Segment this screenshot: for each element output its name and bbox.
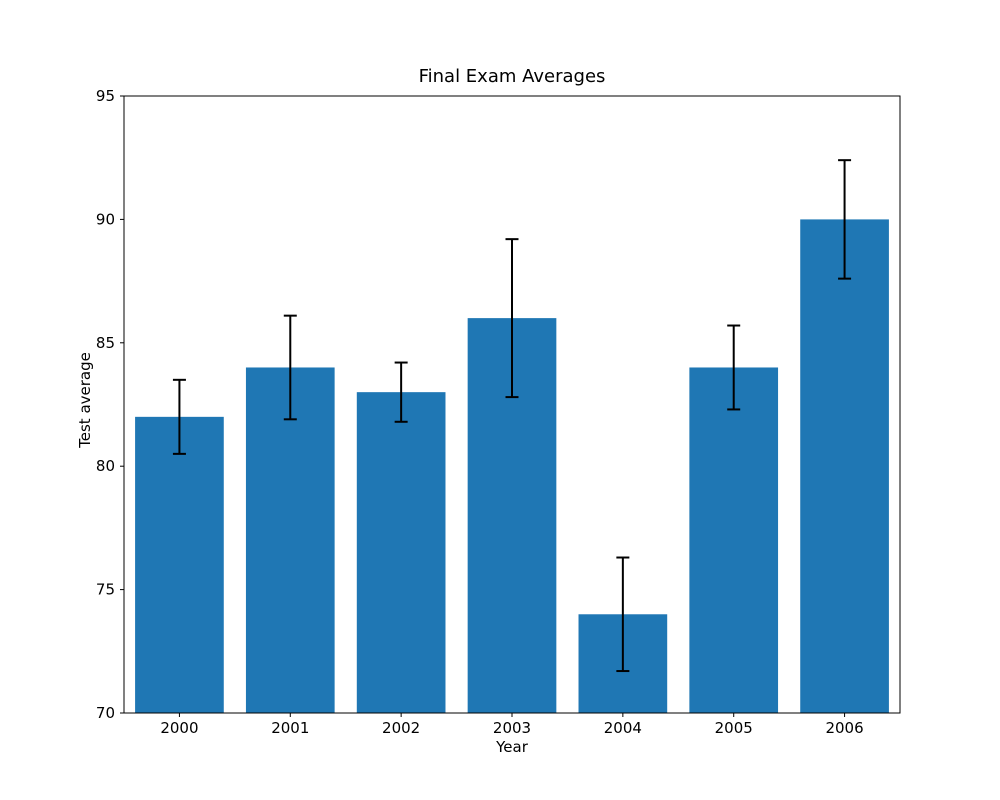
y-tick-label-70: 70 (96, 704, 115, 722)
x-axis-label: Year (496, 738, 528, 756)
x-tick-label-2003: 2003 (493, 719, 531, 737)
bar-2002 (356, 392, 446, 713)
x-tick-label-2005: 2005 (715, 719, 753, 737)
x-tick-label-2002: 2002 (382, 719, 420, 737)
y-tick-label-90: 90 (96, 210, 115, 228)
axes-spines (123, 95, 901, 714)
bar-2000 (135, 416, 224, 713)
bar-2005 (689, 367, 779, 713)
y-tick-label-85: 85 (96, 334, 115, 352)
x-tick-label-2000: 2000 (160, 719, 198, 737)
y-tick-label-75: 75 (96, 581, 115, 599)
bar-2006 (800, 219, 889, 713)
y-tick-label-95: 95 (96, 87, 115, 105)
x-tick-label-2006: 2006 (825, 719, 863, 737)
chart-title: Final Exam Averages (418, 66, 606, 87)
x-tick-label-2004: 2004 (604, 719, 642, 737)
y-axis-label: Test average (76, 352, 94, 448)
x-tick-label-2001: 2001 (271, 719, 309, 737)
bar-2001 (245, 367, 335, 713)
y-tick-label-80: 80 (96, 457, 115, 475)
